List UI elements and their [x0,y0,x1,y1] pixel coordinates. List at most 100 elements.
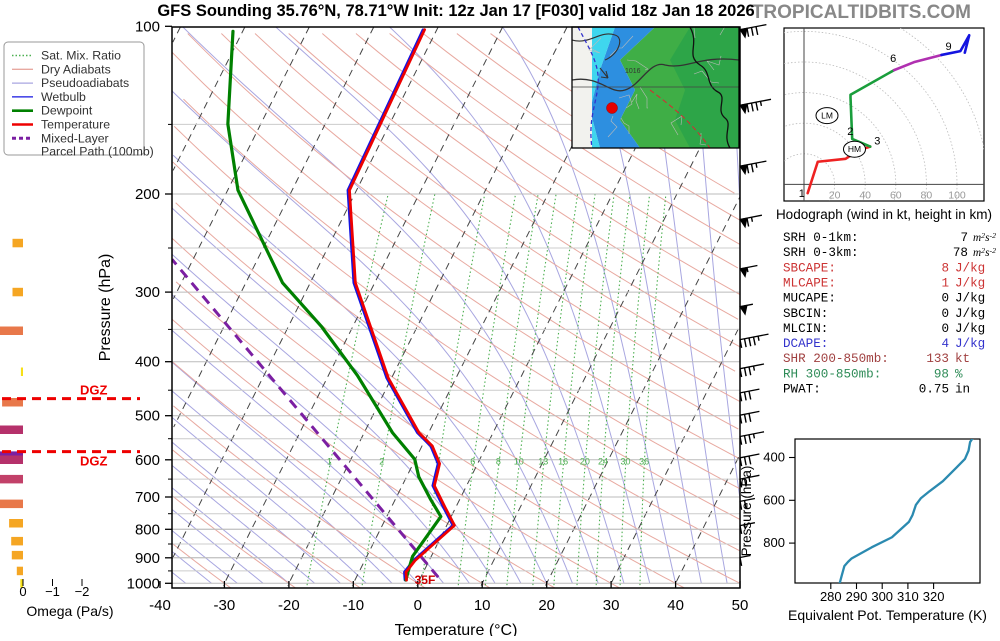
svg-text:20: 20 [829,189,841,201]
svg-text:1: 1 [941,276,949,290]
svg-text:300: 300 [871,589,893,604]
svg-text:6: 6 [890,53,896,65]
svg-text:10: 10 [514,457,524,467]
svg-text:3: 3 [874,136,880,148]
svg-text:50: 50 [732,597,749,614]
svg-text:MLCIN:: MLCIN: [783,322,828,336]
svg-text:16: 16 [558,457,568,467]
svg-text:0: 0 [414,597,422,614]
svg-text:400: 400 [135,354,160,371]
svg-text:Wetbulb: Wetbulb [41,90,86,104]
svg-text:10: 10 [474,597,491,614]
svg-text:MUCAPE:: MUCAPE: [783,292,836,306]
svg-text:0: 0 [941,292,949,306]
svg-text:6: 6 [470,457,475,467]
svg-text:80: 80 [921,189,933,201]
svg-text:-30: -30 [214,597,236,614]
svg-text:1: 1 [327,457,332,467]
svg-text:600: 600 [135,452,160,469]
svg-text:Dewpoint: Dewpoint [41,104,93,118]
svg-text:−1: −1 [45,584,60,599]
svg-text:HM: HM [848,144,861,154]
svg-text:J/kg: J/kg [955,337,985,351]
svg-text:24: 24 [598,457,608,467]
svg-text:4: 4 [941,337,949,351]
svg-text:78: 78 [953,246,968,260]
svg-text:2: 2 [847,126,853,138]
svg-text:DGZ: DGZ [80,454,108,469]
svg-text:-40: -40 [149,597,171,614]
svg-text:DGZ: DGZ [80,383,108,398]
svg-text:in: in [955,383,970,397]
svg-text:SBCIN:: SBCIN: [783,307,828,321]
svg-text:SRH 0-1km:: SRH 0-1km: [783,231,859,245]
svg-text:J/kg: J/kg [955,292,985,306]
svg-text:J/kg: J/kg [955,276,985,290]
svg-text:800: 800 [763,535,785,550]
svg-text:9: 9 [946,41,952,53]
svg-text:13: 13 [538,457,548,467]
svg-text:Temperature: Temperature [41,118,110,132]
svg-text:2: 2 [379,457,384,467]
svg-text:98: 98 [934,367,949,381]
svg-text:133: 133 [926,352,949,366]
svg-text:%: % [955,367,963,381]
svg-text:DCAPE:: DCAPE: [783,337,828,351]
svg-text:1016: 1016 [625,68,641,75]
svg-text:20: 20 [538,597,555,614]
svg-text:100: 100 [948,189,966,201]
svg-text:TROPICALTIDBITS.COM: TROPICALTIDBITS.COM [752,2,971,23]
svg-text:700: 700 [135,489,160,506]
svg-text:0.75: 0.75 [919,383,949,397]
svg-text:0: 0 [941,322,949,336]
svg-text:290: 290 [846,589,868,604]
svg-text:35F: 35F [415,573,436,587]
svg-text:Mixed-Layer: Mixed-Layer [41,131,109,145]
svg-text:Dry Adiabats: Dry Adiabats [41,62,111,76]
svg-text:SBCAPE:: SBCAPE: [783,261,836,275]
svg-text:20: 20 [580,457,590,467]
svg-text:-10: -10 [342,597,364,614]
svg-text:kt: kt [955,352,970,366]
svg-text:Pressure (hPa): Pressure (hPa) [97,254,114,362]
svg-text:PWAT:: PWAT: [783,383,821,397]
svg-text:Hodograph (wind in kt, height: Hodograph (wind in kt, height in km) [776,207,992,222]
svg-text:Sat. Mix. Ratio: Sat. Mix. Ratio [41,49,121,63]
svg-text:1: 1 [799,188,805,200]
svg-text:J/kg: J/kg [955,322,985,336]
svg-text:310: 310 [897,589,919,604]
svg-text:500: 500 [135,408,160,425]
svg-text:320: 320 [923,589,945,604]
svg-text:−2: −2 [75,584,90,599]
svg-text:200: 200 [135,186,160,203]
svg-text:0: 0 [19,584,26,599]
svg-text:-20: -20 [278,597,300,614]
svg-text:Pseudoadiabats: Pseudoadiabats [41,76,129,90]
svg-text:36: 36 [639,457,649,467]
svg-text:1000: 1000 [127,575,160,592]
svg-text:8: 8 [496,457,501,467]
svg-text:300: 300 [135,284,160,301]
svg-text:8: 8 [941,261,949,275]
svg-text:RH 300-850mb:: RH 300-850mb: [783,367,881,381]
svg-text:0: 0 [941,307,949,321]
svg-text:Omega (Pa/s): Omega (Pa/s) [26,603,113,619]
svg-text:400: 400 [763,450,785,465]
svg-text:SRH 0-3km:: SRH 0-3km: [783,246,859,260]
svg-text:Parcel Path (100mb): Parcel Path (100mb) [41,144,154,158]
svg-text:30: 30 [620,457,630,467]
svg-text:J/kg: J/kg [955,261,985,275]
svg-text:SHR 200-850mb:: SHR 200-850mb: [783,352,889,366]
svg-text:40: 40 [859,189,871,201]
svg-text:40: 40 [667,597,684,614]
svg-text:7: 7 [960,231,968,245]
svg-text:GFS Sounding 35.76°N, 78.71°W: GFS Sounding 35.76°N, 78.71°W Init: 12z … [157,2,754,20]
svg-text:m2s-2: m2s-2 [973,246,996,259]
svg-text:30: 30 [603,597,620,614]
svg-text:MLCAPE:: MLCAPE: [783,276,836,290]
svg-text:600: 600 [763,492,785,507]
svg-text:800: 800 [135,521,160,538]
svg-text:J/kg: J/kg [955,307,985,321]
svg-text:100: 100 [135,18,160,35]
svg-text:280: 280 [820,589,842,604]
